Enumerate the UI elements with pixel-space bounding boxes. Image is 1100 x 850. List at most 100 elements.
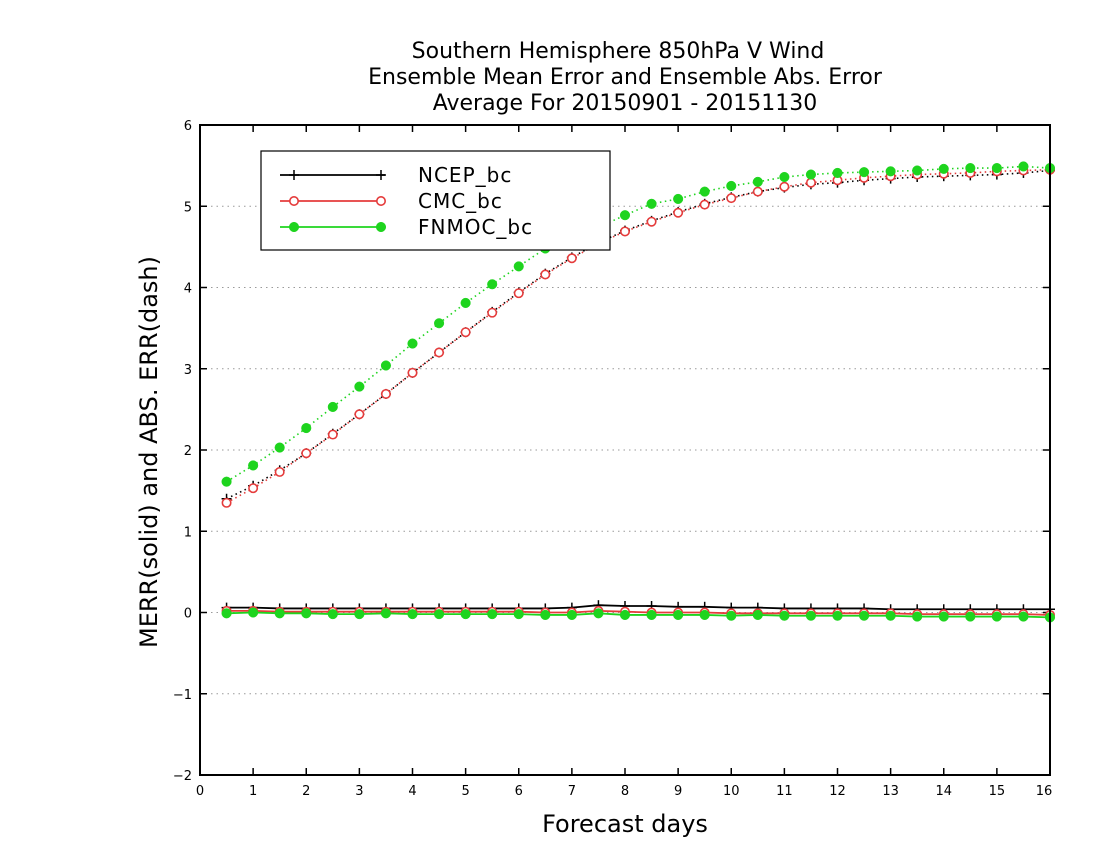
- fnmoc-bc-mean-err-point: [991, 611, 1002, 622]
- fnmoc-bc-abs-err-point: [938, 163, 949, 174]
- x-tick-label: 0: [196, 784, 204, 799]
- y-tick-label: 6: [184, 119, 192, 134]
- cmc-bc-abs-err-line: [226, 168, 1051, 504]
- fnmoc-bc-mean-err-point: [434, 609, 445, 620]
- legend-item-fnmoc-bc: FNMOC_bc: [280, 215, 533, 239]
- fnmoc-bc-mean-err-point: [221, 608, 232, 619]
- fnmoc-bc-mean-err-point: [1018, 611, 1029, 622]
- fnmoc-bc-abs-err-point: [221, 476, 232, 487]
- series-layer: [221, 161, 1056, 623]
- x-tick-label: 15: [989, 784, 1006, 799]
- cmc-bc-abs-err-point: [566, 253, 577, 264]
- fnmoc-bc-abs-err-point: [779, 171, 790, 183]
- x-tick-label: 2: [302, 784, 310, 799]
- cmc-bc-abs-err-point: [434, 347, 445, 358]
- fnmoc-bc-mean-err-point: [619, 609, 631, 620]
- chart-title: Southern Hemisphere 850hPa V Wind: [412, 39, 825, 64]
- legend-marker: [375, 221, 387, 233]
- cmc-bc-abs-err-point: [779, 181, 790, 192]
- fnmoc-bc-mean-err-point: [407, 609, 418, 620]
- fnmoc-bc-mean-err-point: [912, 611, 923, 622]
- fnmoc-bc-abs-err-point: [407, 338, 418, 349]
- y-tick-label: 2: [184, 444, 192, 459]
- fnmoc-bc-mean-err-point: [566, 609, 577, 620]
- fnmoc-bc-mean-err-point: [805, 610, 816, 621]
- cmc-bc-abs-err-point: [540, 269, 551, 280]
- y-tick-label: 3: [184, 363, 192, 378]
- fnmoc-bc-mean-err-point: [938, 611, 949, 622]
- legend-label: CMC_bc: [418, 189, 503, 213]
- cmc-bc-abs-err-point: [805, 177, 816, 188]
- fnmoc-bc-abs-err-point: [513, 261, 524, 272]
- fnmoc-bc-mean-err-point: [540, 609, 551, 620]
- cmc-bc-abs-err-point: [752, 186, 763, 197]
- legend-item-ncep-bc: NCEP_bc: [280, 163, 511, 187]
- fnmoc-bc-mean-err-point: [327, 609, 338, 620]
- fnmoc-bc-abs-err-point: [832, 167, 843, 178]
- legend-marker: [376, 170, 386, 180]
- series-fnmoc-bc: [221, 161, 1056, 623]
- fnmoc-bc-mean-err-point: [779, 610, 790, 621]
- cmc-bc-abs-err-point: [248, 483, 259, 494]
- fnmoc-bc-mean-err-point: [699, 609, 710, 620]
- cmc-bc-abs-err-point: [380, 388, 391, 399]
- x-tick-label: 6: [515, 784, 523, 799]
- cmc-bc-abs-err-point: [221, 497, 232, 508]
- fnmoc-bc-abs-err-point: [487, 279, 498, 290]
- legend-marker: [375, 196, 386, 207]
- y-tick-label: 5: [184, 200, 192, 215]
- x-tick-label: 13: [882, 784, 899, 799]
- fnmoc-bc-mean-err-point: [460, 609, 471, 620]
- fnmoc-bc-abs-err-point: [327, 401, 338, 412]
- fnmoc-bc-mean-err-point: [380, 608, 391, 619]
- ncep-bc-mean-err-line: [226, 604, 1050, 611]
- fnmoc-bc-abs-err-point: [859, 167, 870, 178]
- fnmoc-bc-abs-err-point: [1018, 161, 1029, 172]
- x-tick-label: 4: [408, 784, 416, 799]
- fnmoc-bc-abs-err-point: [434, 318, 445, 329]
- legend-marker: [288, 221, 300, 233]
- fnmoc-bc-mean-err-point: [885, 610, 896, 621]
- cmc-bc-abs-err-point: [460, 327, 471, 338]
- fnmoc-bc-abs-err-point: [752, 176, 763, 187]
- fnmoc-bc-mean-err-point: [248, 607, 259, 618]
- fnmoc-bc-abs-err-point: [726, 180, 737, 191]
- x-tick-label: 5: [461, 784, 469, 799]
- x-tick-label: 3: [355, 784, 363, 799]
- cmc-bc-abs-err-point: [487, 307, 498, 318]
- fnmoc-bc-mean-err-point: [593, 608, 604, 619]
- y-axis-label: MERR(solid) and ABS. ERR(dash): [135, 256, 163, 648]
- fnmoc-bc-mean-err-point: [487, 609, 498, 620]
- cmc-bc-abs-err-point: [699, 199, 710, 210]
- cmc-bc-abs-err-point: [513, 288, 524, 299]
- legend-marker: [288, 196, 299, 207]
- y-tick-label: 4: [184, 282, 192, 297]
- fnmoc-bc-abs-err-point: [354, 381, 365, 392]
- fnmoc-bc-abs-err-point: [460, 297, 471, 308]
- fnmoc-bc-abs-err-point: [248, 460, 259, 471]
- chart-subtitle: Ensemble Mean Error and Ensemble Abs. Er…: [368, 65, 883, 90]
- fnmoc-bc-mean-err-point: [646, 609, 657, 620]
- x-tick-label: 7: [568, 784, 576, 799]
- y-tick-label: 1: [184, 525, 192, 540]
- fnmoc-bc-abs-err-point: [301, 423, 312, 434]
- fnmoc-bc-mean-err-point: [726, 610, 737, 621]
- fnmoc-bc-abs-err-point: [991, 163, 1002, 174]
- y-tick-label: −2: [173, 769, 192, 784]
- plot-frame: [199, 124, 1051, 776]
- fnmoc-bc-mean-err-point: [965, 611, 976, 622]
- cmc-bc-abs-err-point: [354, 409, 365, 420]
- x-tick-label: 9: [674, 784, 682, 799]
- cmc-bc-abs-err-point: [327, 429, 338, 440]
- fnmoc-bc-mean-err-point: [513, 609, 524, 620]
- fnmoc-bc-abs-err-point: [274, 442, 285, 453]
- fnmoc-bc-mean-err-point: [752, 609, 763, 620]
- fnmoc-bc-mean-err-point: [832, 610, 843, 621]
- chart-subtitle-2: Average For 20150901 - 20151130: [433, 91, 818, 116]
- fnmoc-bc-abs-err-point: [380, 360, 391, 371]
- legend-label: FNMOC_bc: [418, 215, 533, 239]
- fnmoc-bc-abs-err-point: [885, 166, 896, 177]
